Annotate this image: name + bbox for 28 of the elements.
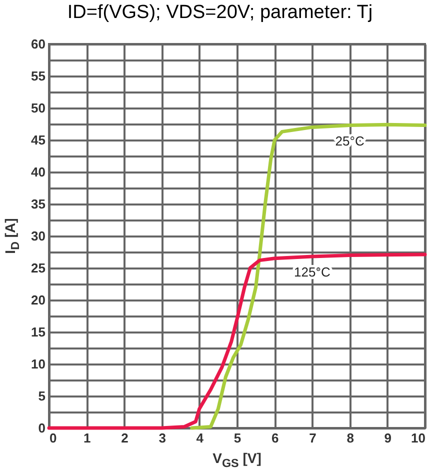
x-axis-title: V$_{GS}$ [V]	[212, 450, 262, 470]
y-tick-label: 40	[31, 164, 46, 180]
y-tick-label: 55	[31, 68, 46, 84]
x-tick-label: 0	[50, 430, 57, 446]
y-tick-label: 10	[31, 356, 46, 372]
y-tick-label: 60	[31, 36, 46, 52]
x-tick-label: 7	[309, 430, 316, 446]
y-tick-label: 30	[31, 228, 46, 244]
y-tick-label: 20	[31, 292, 46, 308]
y-tick-label: 50	[31, 100, 46, 116]
x-tick-label: 4	[196, 430, 204, 446]
y-tick-label: 45	[31, 132, 46, 148]
x-tick-label: 10	[411, 430, 426, 446]
x-tick-label: 2	[121, 430, 128, 446]
y-tick-label: 5	[38, 388, 46, 404]
line-series	[190, 122, 427, 430]
y-tick-label: 15	[31, 324, 46, 340]
y-tick-label: 35	[31, 196, 46, 212]
chart-title: ID=f(VGS); VDS=20V; parameter: Tj	[66, 2, 374, 24]
x-tick-label: 6	[271, 430, 279, 446]
x-tick-label: 8	[346, 430, 354, 446]
x-tick-label: 5	[234, 430, 242, 446]
x-tick-label: 3	[158, 430, 166, 446]
line-series	[47, 252, 427, 430]
x-tick-label: 1	[83, 430, 91, 446]
x-tick-label: 9	[384, 430, 392, 446]
y-tick-label: 0	[38, 420, 46, 436]
y-tick-label: 25	[31, 260, 46, 276]
